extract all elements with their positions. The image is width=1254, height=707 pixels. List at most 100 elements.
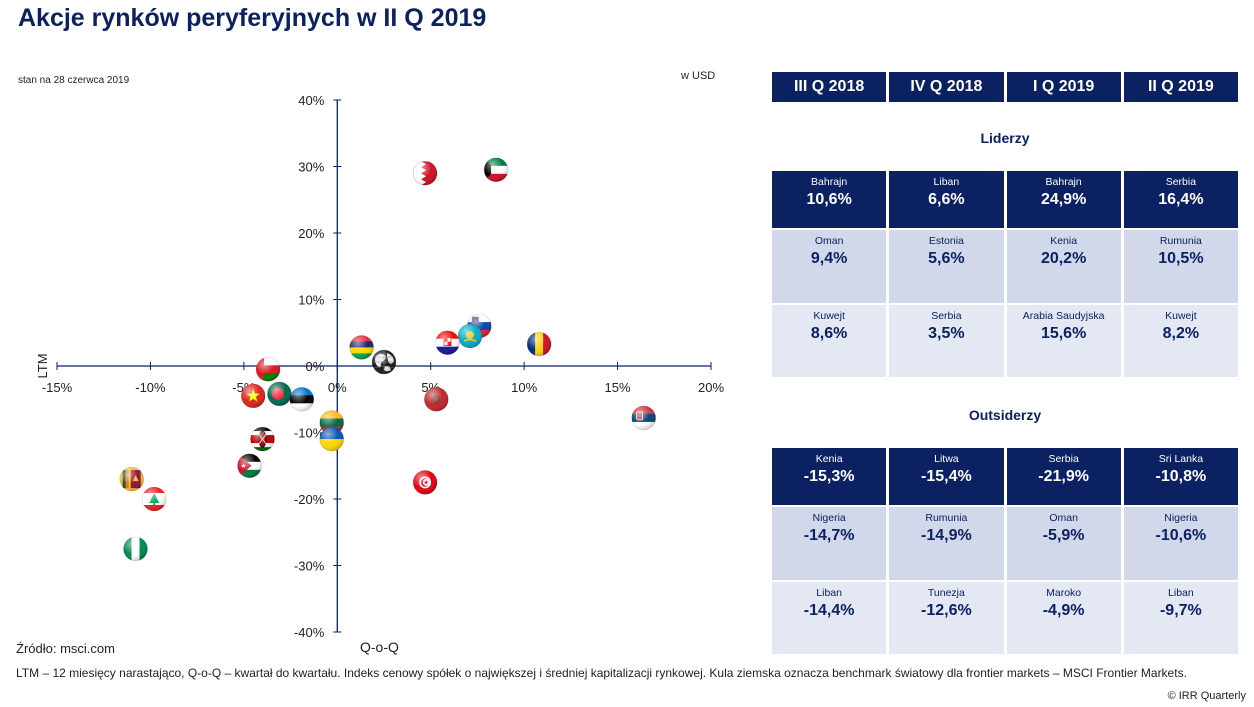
footnote: LTM – 12 miesięcy narastająco, Q-o-Q – k… bbox=[16, 666, 1187, 680]
y-tick-label: 20% bbox=[298, 226, 324, 241]
country-name: Serbia bbox=[1165, 176, 1197, 188]
quarter-header: II Q 2019 bbox=[1123, 72, 1238, 102]
tunisia-flag bbox=[412, 470, 438, 495]
return-value: -14,9% bbox=[921, 527, 972, 544]
return-value: -10,8% bbox=[1155, 468, 1207, 485]
country-name: Rumunia bbox=[925, 512, 968, 524]
estonia-flag bbox=[289, 386, 315, 412]
source-note: Źródło: msci.com bbox=[16, 641, 115, 656]
return-value: 6,6% bbox=[928, 191, 965, 208]
return-value: 3,5% bbox=[928, 325, 965, 342]
srilanka-flag bbox=[119, 466, 144, 492]
leader-cell: Estonia 5,6% bbox=[889, 230, 1004, 303]
outsider-cell: Kenia -15,3% bbox=[772, 448, 887, 505]
outsider-cell: Maroko -4,9% bbox=[1006, 582, 1121, 654]
return-value: 8,6% bbox=[810, 325, 848, 342]
y-axis-label: LTM bbox=[35, 353, 50, 378]
outsider-cell: Liban -14,4% bbox=[772, 582, 887, 654]
croatia-flag bbox=[435, 330, 460, 356]
leader-cell: Oman 9,4% bbox=[772, 230, 887, 303]
quarter-header: I Q 2019 bbox=[1006, 72, 1121, 102]
x-tick-label: 15% bbox=[605, 380, 631, 395]
globe-benchmark bbox=[371, 349, 397, 375]
outsider-cell: Oman -5,9% bbox=[1006, 507, 1121, 580]
table-row: Kuwejt 8,6% Serbia 3,5% Arabia Saudyjska 15… bbox=[772, 305, 1238, 377]
return-value: 10,5% bbox=[1158, 250, 1204, 267]
country-name: Bahrajn bbox=[1045, 176, 1082, 188]
outsider-cell: Nigeria -10,6% bbox=[1123, 507, 1238, 580]
country-name: Tunezja bbox=[927, 587, 965, 599]
x-tick-label: -10% bbox=[135, 380, 166, 395]
copyright: © IRR Quarterly bbox=[1167, 690, 1246, 702]
nigeria-flag bbox=[123, 536, 148, 562]
currency-unit: w USD bbox=[681, 70, 716, 82]
outsider-cell: Liban -9,7% bbox=[1123, 582, 1238, 654]
country-name: Litwa bbox=[934, 453, 959, 465]
country-name: Nigeria bbox=[1164, 512, 1198, 524]
return-value: -15,4% bbox=[921, 468, 972, 485]
as-of-date: stan na 28 czerwca 2019 bbox=[18, 75, 130, 86]
x-tick-label: 20% bbox=[698, 380, 724, 395]
serbia-flag bbox=[631, 405, 657, 431]
leaders-grid: Bahrajn 10,6% Liban 6,6% Bahrajn 24,9% Serb… bbox=[772, 171, 1238, 379]
return-value: 9,4% bbox=[810, 250, 848, 267]
country-name: Liban bbox=[933, 176, 960, 188]
x-tick-label: 10% bbox=[511, 380, 537, 395]
y-tick-label: 30% bbox=[298, 160, 324, 175]
country-name: Oman bbox=[814, 235, 844, 247]
quarter-headers: III Q 2018 IV Q 2018 I Q 2019 II Q 2019 bbox=[772, 72, 1238, 102]
return-value: -12,6% bbox=[921, 602, 972, 619]
return-value: 10,6% bbox=[806, 191, 852, 208]
x-tick-label: -15% bbox=[42, 380, 73, 395]
leader-cell: Bahrajn 10,6% bbox=[772, 171, 887, 228]
country-name: Kenia bbox=[1050, 235, 1078, 247]
romania-flag bbox=[526, 331, 552, 357]
return-value: 20,2% bbox=[1040, 250, 1087, 267]
return-value: -21,9% bbox=[1038, 468, 1089, 485]
country-name: Rumunia bbox=[1159, 235, 1202, 247]
kuwait-flag bbox=[483, 157, 509, 183]
outsider-cell: Tunezja -12,6% bbox=[889, 582, 1004, 654]
return-value: -14,4% bbox=[803, 602, 855, 619]
leader-cell: Bahrajn 24,9% bbox=[1006, 171, 1121, 228]
bangladesh-flag bbox=[267, 381, 292, 407]
leader-cell: Serbia 3,5% bbox=[889, 305, 1004, 377]
quarter-header: III Q 2018 bbox=[772, 72, 887, 102]
country-name: Serbia bbox=[1048, 453, 1079, 465]
x-tick-label: 0% bbox=[328, 380, 347, 395]
outsider-cell: Serbia -21,9% bbox=[1006, 448, 1121, 505]
morocco-flag bbox=[423, 386, 449, 412]
leader-cell: Liban 6,6% bbox=[889, 171, 1004, 228]
return-value: 16,4% bbox=[1158, 191, 1204, 208]
leader-cell: Rumunia 10,5% bbox=[1123, 230, 1238, 303]
rankings-panel: III Q 2018 IV Q 2018 I Q 2019 II Q 2019 … bbox=[772, 72, 1238, 654]
y-tick-label: -20% bbox=[294, 492, 325, 507]
country-name: Maroko bbox=[1046, 587, 1082, 599]
vietnam-flag bbox=[240, 383, 266, 409]
leader-cell: Arabia Saudyjska 15,6% bbox=[1006, 305, 1121, 377]
leader-cell: Kenia 20,2% bbox=[1006, 230, 1121, 303]
leader-cell: Kuwejt 8,2% bbox=[1123, 305, 1238, 377]
return-value: -15,3% bbox=[803, 468, 855, 485]
table-row: Bahrajn 10,6% Liban 6,6% Bahrajn 24,9% Serb… bbox=[772, 171, 1238, 228]
table-row: Oman 9,4% Estonia 5,6% Kenia 20,2% Rumunia 1… bbox=[772, 230, 1238, 303]
mauritius-flag bbox=[349, 335, 374, 360]
leader-cell: Kuwejt 8,6% bbox=[772, 305, 887, 377]
country-name: Arabia Saudyjska bbox=[1022, 310, 1105, 322]
return-value: 8,2% bbox=[1162, 325, 1200, 342]
ukraine-flag bbox=[319, 426, 345, 452]
outsider-cell: Nigeria -14,7% bbox=[772, 507, 887, 580]
return-value: -14,7% bbox=[803, 527, 855, 544]
return-value: -10,6% bbox=[1155, 527, 1207, 544]
leader-cell: Serbia 16,4% bbox=[1123, 171, 1238, 228]
y-tick-label: 0% bbox=[305, 359, 324, 374]
country-name: Kenia bbox=[815, 453, 843, 465]
kenya-flag bbox=[250, 426, 275, 452]
table-row: Kenia -15,3% Litwa -15,4% Serbia -21,9% Sri… bbox=[772, 448, 1238, 505]
return-value: -5,9% bbox=[1042, 527, 1085, 544]
country-name: Nigeria bbox=[812, 512, 846, 524]
country-name: Liban bbox=[1168, 587, 1194, 599]
return-value: 24,9% bbox=[1040, 191, 1087, 208]
y-tick-label: -40% bbox=[294, 625, 325, 640]
country-name: Kuwejt bbox=[813, 310, 845, 322]
